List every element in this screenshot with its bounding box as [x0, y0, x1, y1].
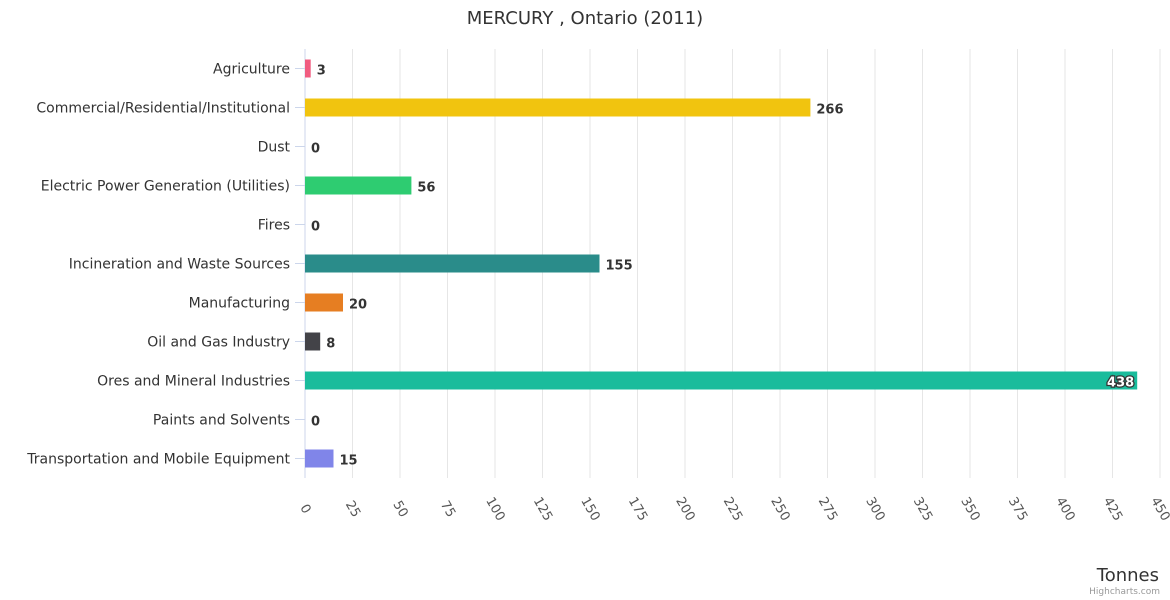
x-tick-label: 125	[530, 495, 555, 524]
x-tick-label: 250	[767, 495, 792, 524]
x-tick-label: 25	[342, 498, 363, 520]
category-label: Transportation and Mobile Equipment	[26, 452, 290, 468]
x-tick-label: 425	[1100, 495, 1125, 524]
data-label: 0	[311, 220, 320, 235]
bar[interactable]	[305, 332, 321, 351]
x-tick-label: 150	[577, 495, 602, 524]
category-label: Dust	[258, 140, 291, 156]
x-tick-label: 450	[1147, 495, 1170, 524]
data-label: 8	[326, 337, 335, 352]
category-label: Commercial/Residential/Institutional	[36, 101, 290, 117]
category-label: Oil and Gas Industry	[147, 335, 290, 351]
category-label: Fires	[258, 218, 290, 234]
category-label: Agriculture	[213, 62, 290, 78]
x-tick-label: 175	[625, 495, 650, 524]
data-label: 20	[349, 298, 367, 313]
value-axis: 0 25 50 75 100 125 150 175 200 225 250 275 300 325 350…	[296, 495, 1170, 524]
grid-lines	[304, 49, 1161, 478]
category-axis: Agriculture Commercial/Residential/Instit…	[26, 62, 305, 468]
x-tick-label: 200	[672, 495, 697, 524]
category-label: Electric Power Generation (Utilities)	[41, 179, 290, 195]
data-label: 0	[311, 142, 320, 157]
data-label: 15	[340, 454, 358, 469]
bar[interactable]	[305, 371, 1138, 390]
x-tick-label: 350	[957, 495, 982, 524]
x-tick-label: 0	[296, 502, 313, 517]
x-tick-label: 400	[1052, 495, 1077, 524]
x-axis-title: Tonnes	[1096, 565, 1159, 586]
data-label: 56	[417, 181, 435, 196]
credits-link[interactable]: Highcharts.com	[1089, 587, 1160, 597]
data-label: 266	[816, 103, 843, 118]
x-tick-label: 275	[815, 495, 840, 524]
x-tick-label: 300	[862, 495, 887, 524]
x-tick-label: 100	[482, 495, 507, 524]
data-label: 0	[311, 415, 320, 430]
category-label: Manufacturing	[189, 296, 290, 312]
bar[interactable]	[305, 176, 412, 195]
bar[interactable]	[305, 59, 311, 78]
bar[interactable]	[305, 293, 343, 312]
bar[interactable]	[305, 449, 334, 468]
x-tick-label: 375	[1005, 495, 1030, 524]
category-label: Paints and Solvents	[153, 413, 290, 429]
bar[interactable]	[305, 98, 811, 117]
x-tick-label: 325	[910, 495, 935, 524]
x-tick-label: 75	[437, 498, 458, 520]
x-tick-label: 50	[389, 498, 410, 520]
category-label: Incineration and Waste Sources	[69, 257, 290, 273]
chart-title: MERCURY , Ontario (2011)	[467, 8, 703, 29]
data-label: 3	[317, 64, 326, 79]
data-label: 155	[606, 259, 633, 274]
category-label: Ores and Mineral Industries	[97, 374, 290, 390]
bars	[305, 59, 1138, 468]
x-tick-label: 225	[720, 495, 745, 524]
bar[interactable]	[305, 254, 600, 273]
data-label: 438	[1107, 376, 1134, 391]
data-labels: 3 266 0 56 0 155 20 8 438 0 15	[311, 64, 1135, 469]
